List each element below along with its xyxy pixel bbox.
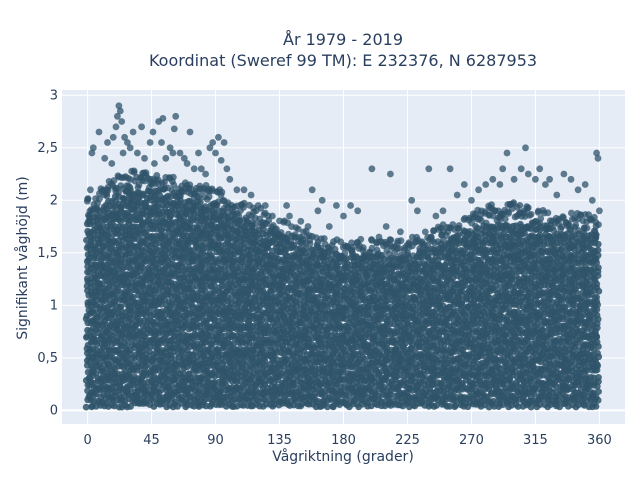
- scatter-point: [360, 244, 367, 251]
- scatter-point: [131, 168, 138, 175]
- scatter-point: [143, 169, 150, 176]
- scatter-point: [127, 184, 134, 191]
- scatter-point: [84, 198, 91, 205]
- scatter-point: [427, 234, 434, 241]
- scatter-point: [321, 235, 328, 242]
- scatter-point: [357, 236, 364, 243]
- scatter-point: [388, 237, 395, 244]
- scatter-point: [219, 189, 226, 196]
- scatter-point: [186, 181, 193, 188]
- scatter-point: [398, 237, 405, 244]
